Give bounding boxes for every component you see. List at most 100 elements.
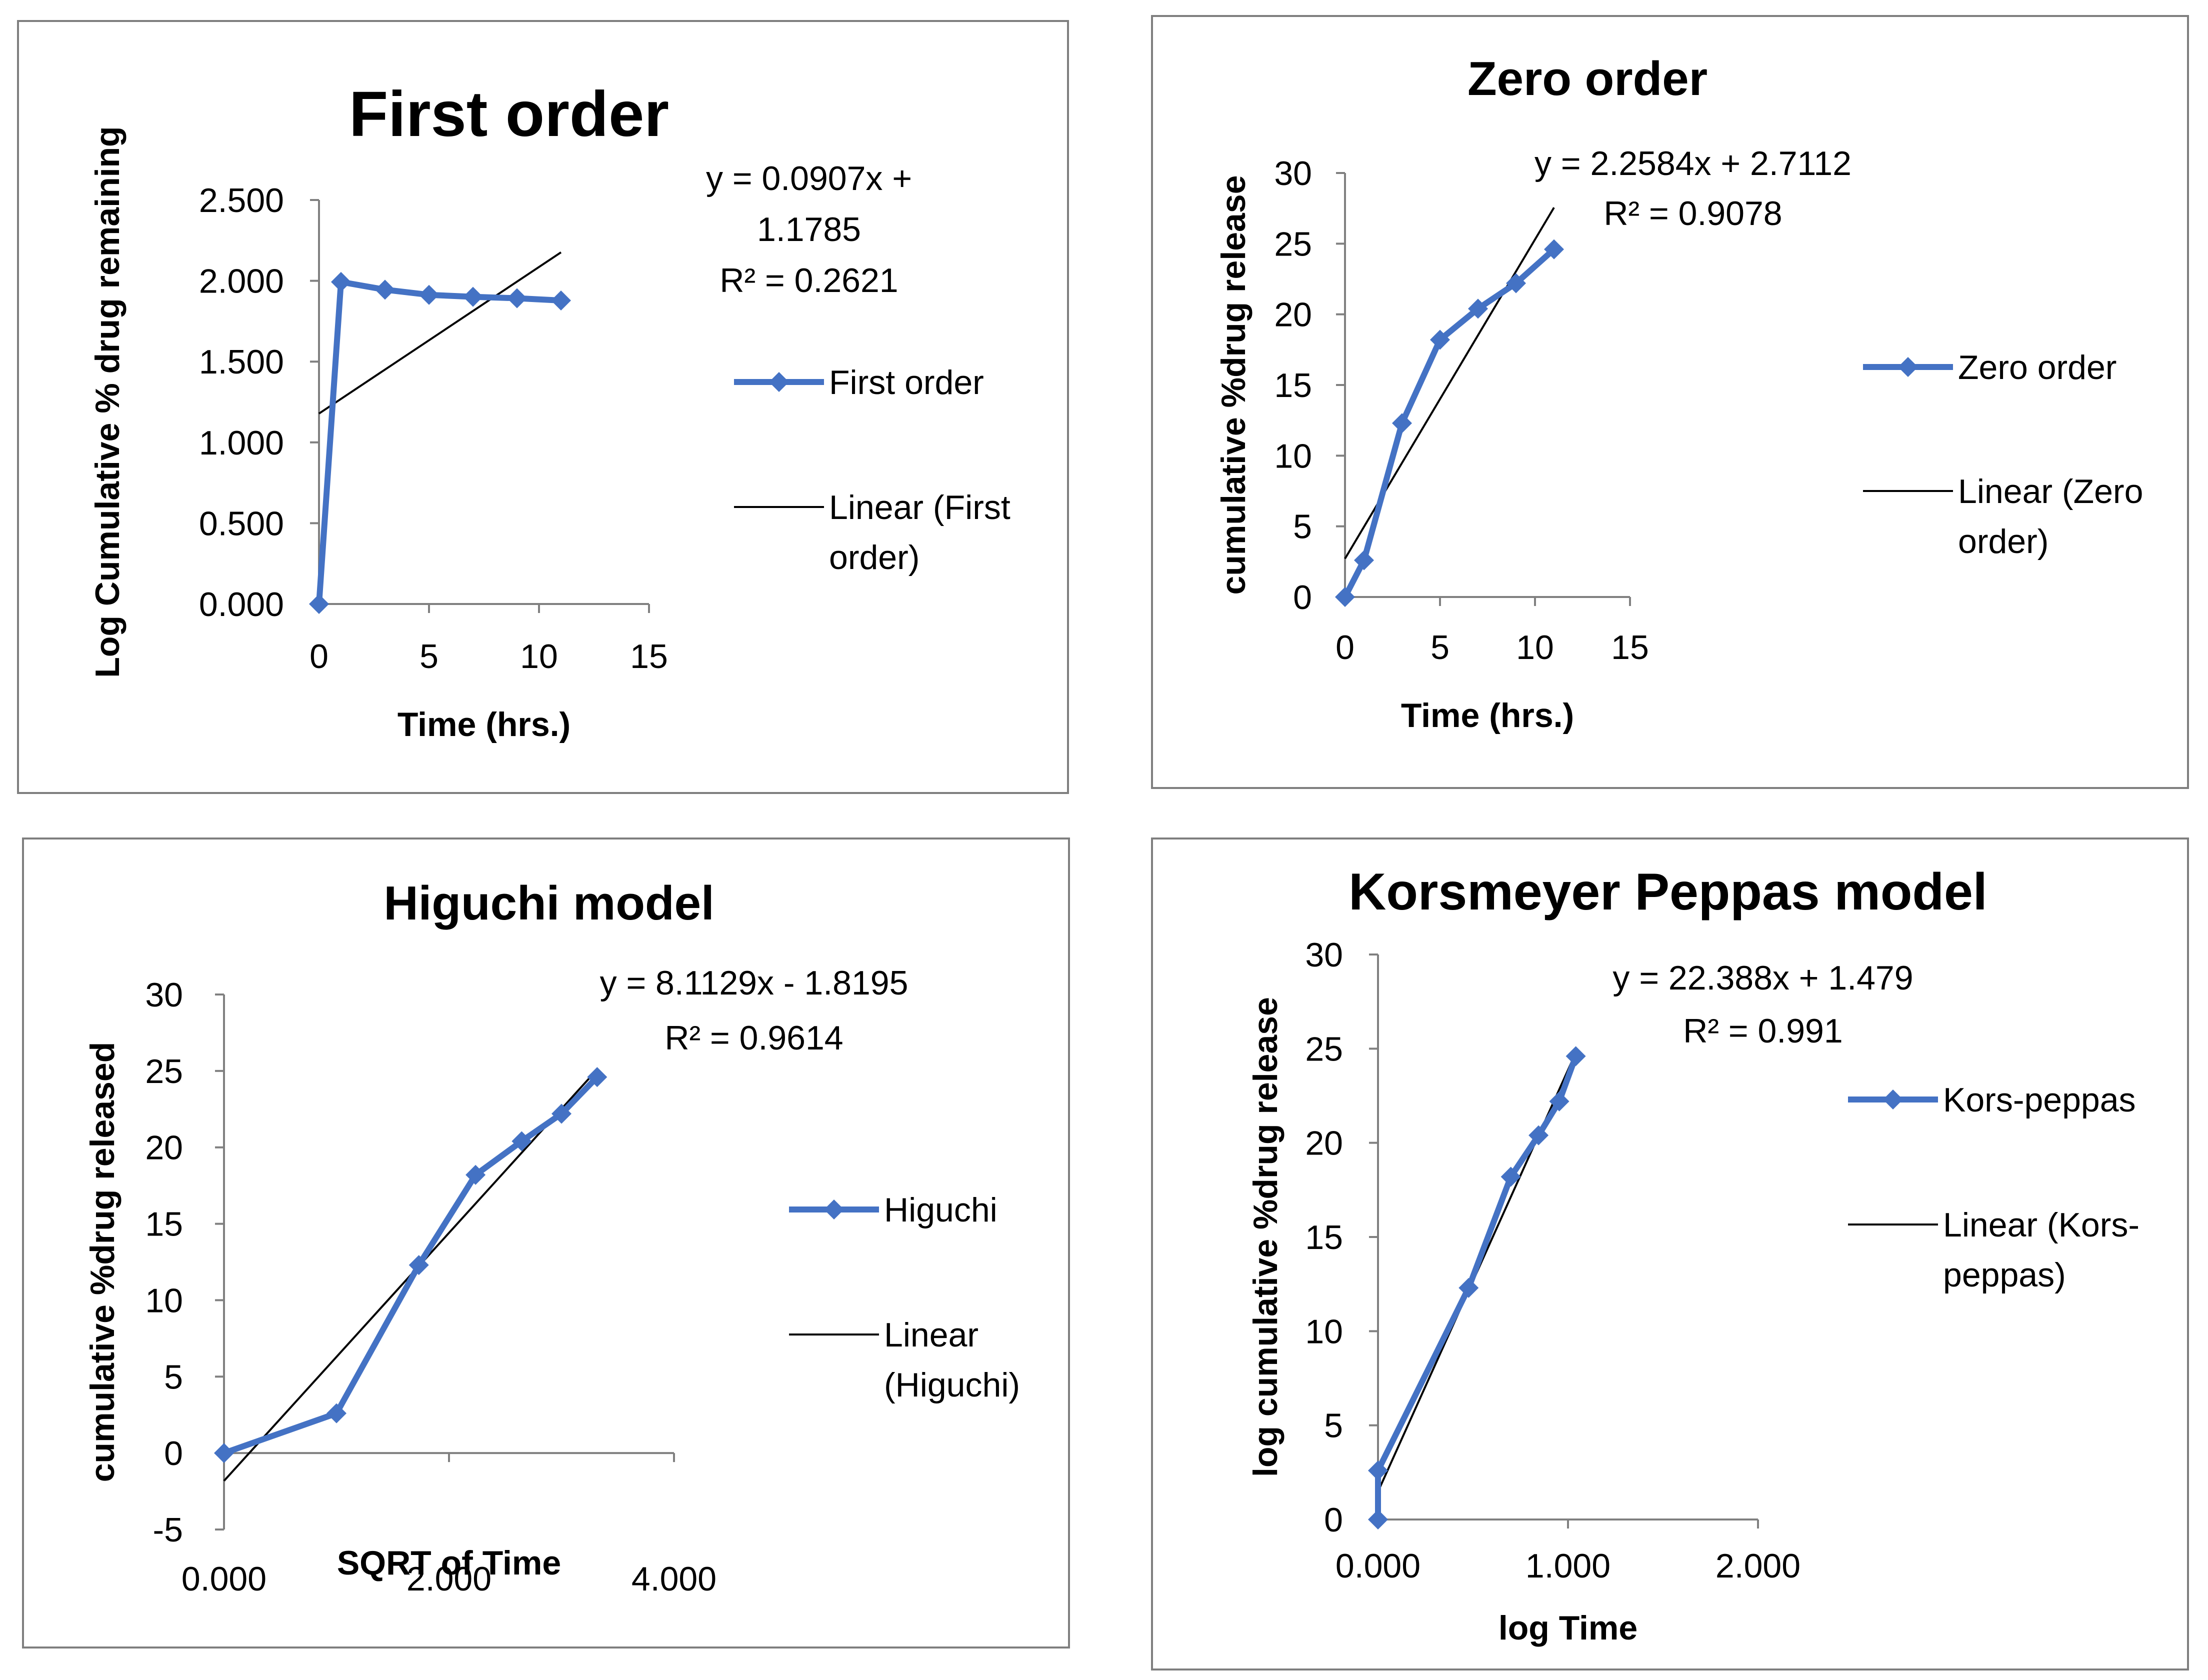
trendline-equation: 1.1785 — [757, 210, 861, 248]
data-point — [1392, 413, 1412, 434]
trendline-equation: y = 22.388x + 1.479 — [1612, 959, 1913, 997]
trendline-equation: R² = 0.2621 — [720, 262, 898, 300]
x-tick-label: 15 — [1611, 628, 1649, 666]
x-tick-label: 4.000 — [632, 1560, 716, 1598]
x-tick-label: 10 — [520, 638, 558, 676]
y-tick-label: 10 — [1305, 1312, 1343, 1350]
y-tick-label: 5 — [164, 1358, 183, 1396]
data-point — [1566, 1046, 1586, 1066]
y-tick-label: 20 — [1274, 296, 1312, 334]
x-tick-label: 0.000 — [1336, 1547, 1420, 1585]
y-tick-label: -5 — [153, 1511, 183, 1549]
trendline-equation: R² = 0.991 — [1683, 1012, 1842, 1050]
x-tick-label: 0 — [310, 638, 328, 676]
y-tick-label: 25 — [1274, 225, 1312, 263]
y-tick-label: 5 — [1324, 1407, 1343, 1445]
trendline-equation: R² = 0.9078 — [1604, 194, 1782, 232]
legend-trend-label: Linear — [884, 1316, 978, 1354]
chart-title: First order — [349, 78, 669, 150]
legend-trend-label: order) — [829, 538, 920, 576]
y-tick-label: 15 — [145, 1206, 183, 1244]
data-point — [214, 1443, 234, 1464]
data-point — [1458, 1278, 1479, 1298]
data-point — [1335, 587, 1355, 607]
higuchi-chart: Higuchi model -5 0 5 10 15 20 25 30 0.000 2.000 4.0… — [84, 876, 1020, 1598]
chart-title: Zero order — [1468, 52, 1708, 106]
legend-trend-label: Linear (Kors- — [1943, 1206, 2140, 1244]
y-tick-label: 10 — [1274, 437, 1312, 475]
x-tick-label: 10 — [1516, 628, 1554, 666]
x-tick-label: 1.000 — [1526, 1547, 1610, 1585]
y-tick-label: 1.000 — [199, 424, 284, 462]
trendline-equation: R² = 0.9614 — [664, 1019, 843, 1057]
y-axis-title: cumulative %drug release — [1214, 175, 1252, 594]
korsmeyer-peppas-chart: Korsmeyer Peppas model 0 5 10 15 20 25 30 0.000 1… — [1246, 863, 2140, 1647]
y-tick-label: 1.500 — [199, 343, 284, 381]
data-point — [507, 288, 527, 308]
data-point — [375, 280, 395, 300]
diamond-marker-icon — [824, 1200, 844, 1220]
data-point — [587, 1067, 608, 1088]
korsmeyer-peppas-chart-panel: Korsmeyer Peppas model 0 5 10 15 20 25 30 0.000 1… — [1151, 838, 2189, 1670]
x-tick-label: 5 — [1430, 628, 1450, 666]
legend-series-label: First order — [829, 364, 984, 402]
data-point — [1368, 1510, 1388, 1530]
x-tick-label: 0 — [1336, 628, 1354, 666]
y-tick-label: 25 — [145, 1052, 183, 1090]
y-tick-label: 0.000 — [199, 586, 284, 624]
y-axis-title: log cumulative %drug release — [1246, 997, 1284, 1477]
data-point — [463, 286, 483, 307]
y-tick-label: 30 — [1274, 154, 1312, 192]
data-point — [1549, 1091, 1570, 1112]
data-point — [1354, 550, 1374, 570]
y-tick-label: 0 — [1293, 578, 1312, 616]
data-point — [408, 1255, 429, 1276]
y-tick-label: 2.000 — [199, 262, 284, 300]
x-tick-label: 0.000 — [182, 1560, 266, 1598]
trendline-equation: y = 0.0907x + — [706, 160, 912, 198]
data-point — [512, 1131, 532, 1152]
x-axis-title: SQRT of Time — [337, 1544, 561, 1582]
legend-series-label: Zero order — [1958, 348, 2116, 386]
diamond-marker-icon — [769, 372, 789, 392]
trendline-equation: y = 8.1129x - 1.8195 — [600, 964, 908, 1002]
legend-trend-label: Linear (Zero — [1958, 472, 2143, 510]
data-point — [419, 284, 439, 305]
legend-trend-label: (Higuchi) — [884, 1366, 1020, 1404]
legend-trend-label: peppas) — [1943, 1256, 2066, 1294]
y-tick-label: 10 — [145, 1282, 183, 1320]
x-axis-title: Time (hrs.) — [398, 706, 570, 744]
series-line — [316, 278, 562, 604]
y-axis-title: cumulative %drug released — [84, 1042, 122, 1482]
legend-trend-label: order) — [1958, 522, 2048, 560]
y-tick-label: 30 — [145, 976, 183, 1014]
data-point — [331, 272, 351, 292]
zero-order-chart: Zero order 0 5 10 15 20 25 30 0 5 10 15 Time (hrs.) c… — [1214, 52, 2143, 734]
data-point — [1500, 1166, 1521, 1187]
data-point — [552, 1104, 572, 1124]
data-point — [1544, 239, 1564, 260]
x-axis-title: Time (hrs.) — [1401, 696, 1574, 734]
y-tick-label: 15 — [1305, 1218, 1343, 1256]
y-tick-label: 20 — [1305, 1124, 1343, 1162]
data-point — [1468, 298, 1488, 319]
legend-trend-label: Linear (First — [829, 488, 1010, 526]
x-axis-title: log Time — [1498, 1609, 1638, 1647]
trendline-equation: y = 2.2584x + 2.7112 — [1534, 144, 1852, 182]
x-tick-label: 2.000 — [406, 1560, 492, 1598]
y-tick-label: 15 — [1274, 366, 1312, 404]
higuchi-chart-panel: Higuchi model -5 0 5 10 15 20 25 30 0.000 2.000 4.0… — [22, 838, 1070, 1648]
first-order-chart-panel: First order 0.000 0.500 1.000 1.500 2.000 2.50… — [17, 20, 1069, 794]
data-point — [1368, 1460, 1388, 1481]
y-axis-title: Log Cumulative % drug remaining — [88, 126, 126, 678]
chart-title: Korsmeyer Peppas model — [1348, 863, 1987, 921]
data-point — [1430, 330, 1450, 350]
data-point — [326, 1403, 346, 1424]
first-order-chart: First order 0.000 0.500 1.000 1.500 2.000 2.50… — [88, 78, 1010, 744]
zero-order-chart-panel: Zero order 0 5 10 15 20 25 30 0 5 10 15 Time (hrs.) c… — [1151, 15, 2189, 789]
series-line — [1342, 247, 1556, 598]
x-tick-label: 2.000 — [1716, 1547, 1800, 1585]
y-tick-label: 0.500 — [199, 504, 284, 542]
y-tick-label: 5 — [1293, 508, 1312, 546]
x-tick-label: 5 — [420, 638, 438, 676]
